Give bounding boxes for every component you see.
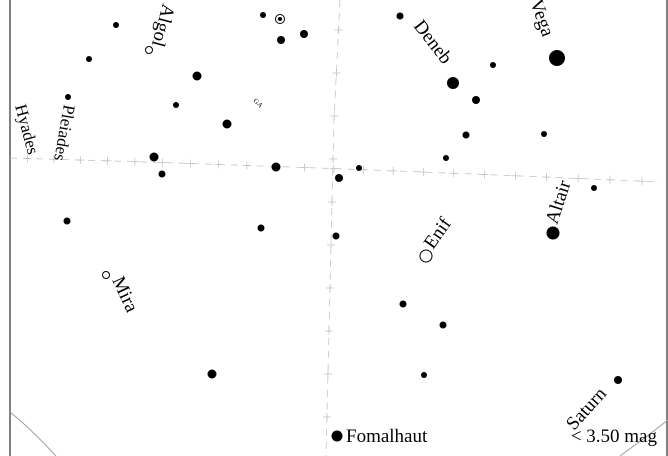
pleiades-marker (65, 94, 71, 100)
saturn-marker (614, 376, 622, 384)
star (192, 71, 202, 81)
fomalhaut-marker (331, 430, 343, 442)
label-vega: Vega (525, 0, 558, 40)
star (277, 36, 285, 44)
star (335, 174, 343, 182)
horizon-arc-left (9, 411, 57, 456)
horizon-arc-right (619, 419, 668, 456)
star (260, 12, 266, 18)
star (591, 185, 597, 191)
star (332, 232, 340, 240)
label-deneb: Deneb (409, 16, 456, 68)
star (173, 102, 179, 108)
star (439, 321, 447, 329)
star (462, 131, 470, 139)
grid-ticks (23, 26, 647, 421)
vega-marker (549, 50, 565, 66)
double-star-marker (275, 14, 285, 24)
star (158, 170, 166, 178)
chart-frame (9, 0, 668, 456)
celestial-equator (9, 157, 661, 183)
altair-marker (546, 226, 560, 240)
star (149, 152, 159, 162)
label-fomalhaut: Fomalhaut (346, 426, 428, 447)
label-mira: Mira (107, 273, 142, 316)
mira-marker (102, 271, 110, 279)
label-algol: Algol (147, 2, 178, 49)
star (222, 119, 232, 129)
star (490, 62, 496, 68)
enif-marker (419, 249, 433, 263)
star (421, 372, 427, 378)
star (113, 22, 119, 28)
star (86, 56, 92, 62)
star (257, 224, 265, 232)
algol-marker (145, 46, 153, 54)
label-hyades: Hyades (11, 102, 43, 156)
star (63, 217, 71, 225)
star (207, 369, 217, 379)
star (443, 155, 449, 161)
star (396, 12, 404, 20)
deneb-marker (447, 77, 459, 89)
star (541, 131, 547, 137)
label-altair: Altair (542, 177, 576, 226)
star (472, 96, 480, 104)
label-enif: Enif (420, 213, 456, 252)
limit-magnitude: < 3.50 mag (571, 426, 658, 447)
star (300, 30, 308, 38)
star (271, 162, 281, 172)
label-pleiades: Pleiades (50, 103, 79, 162)
meridian-line (325, 0, 341, 456)
star (356, 165, 362, 171)
star (399, 300, 407, 308)
label-ga: GA (252, 97, 265, 110)
